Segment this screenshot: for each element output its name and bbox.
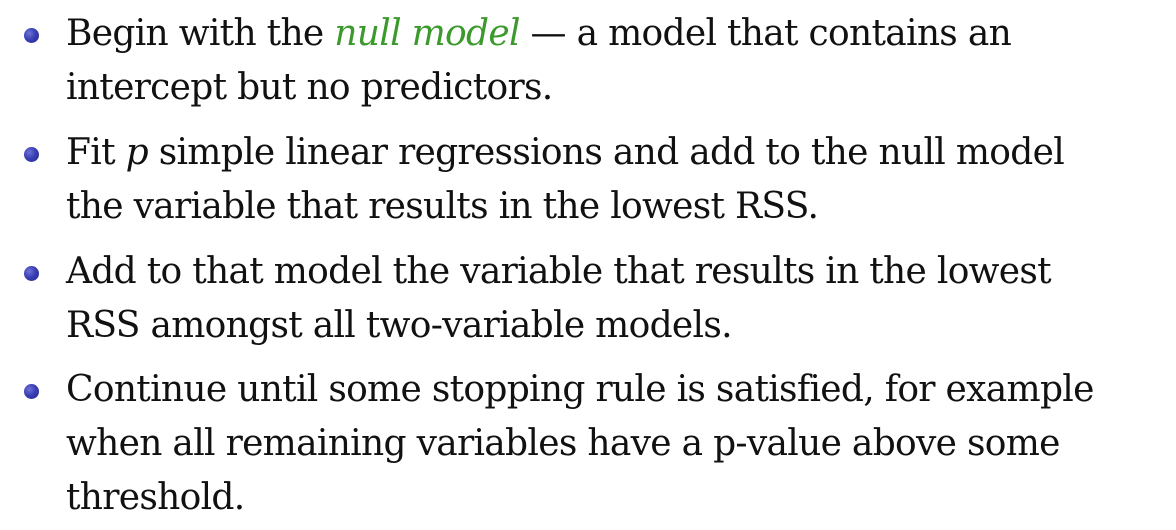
bullet-icon [24,28,39,43]
text-line: Continue until some stopping rule is sat… [66,369,1094,410]
text-line: when all remaining variables have a p-va… [66,423,1060,464]
bullet-icon [24,266,39,281]
text-line: the variable that results in the lowest … [66,186,819,227]
text-segment: Begin with the [66,13,335,54]
text-line: Begin with the null model — a model that… [66,12,1012,56]
text-line: threshold. [66,477,245,518]
bullet-icon [24,147,39,162]
text-line: intercept but no predictors. [66,67,553,108]
emphasis-term: null model [334,13,520,54]
text-line: Fit p simple linear regressions and add … [66,131,1065,175]
text-line: RSS amongst all two-variable models. [66,305,733,346]
bullet-icon [24,384,39,399]
text-segment: simple linear regressions and add to the… [147,132,1065,173]
text-line: Add to that model the variable that resu… [66,251,1052,292]
text-segment: — a model that contains an [519,13,1012,54]
text-segment: Fit [66,132,126,173]
math-variable: p [125,132,149,173]
